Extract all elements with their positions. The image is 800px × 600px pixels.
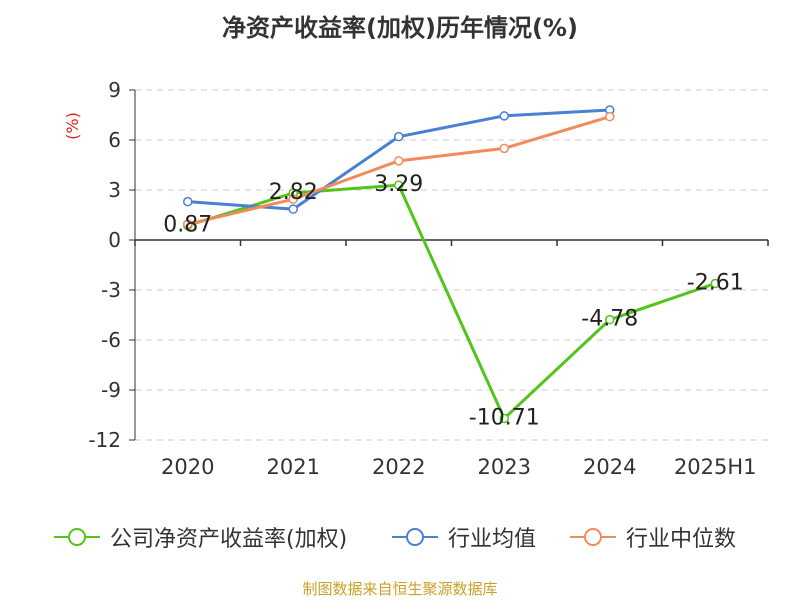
- y-tick-label-6: -9: [101, 378, 121, 402]
- series-1-point-3: [499, 111, 509, 121]
- series-0-point-5: [710, 278, 720, 289]
- legend-item-industry-median[interactable]: 行业中位数: [568, 520, 736, 554]
- y-tick-label-5: -6: [101, 328, 121, 352]
- legend-label-industry-median: 行业中位数: [626, 527, 737, 552]
- series-2-point-2: [394, 156, 404, 166]
- data-label-3: -10.71: [469, 406, 540, 431]
- chart-title: 净资产收益率(加权)历年情况(%): [222, 14, 578, 42]
- x-tick-label-4: 2024: [583, 455, 636, 479]
- y-tick-label-1: 6: [108, 128, 121, 152]
- legend-item-company[interactable]: 公司净资产收益率(加权): [52, 520, 347, 554]
- series-0-point-2: [394, 180, 404, 190]
- series-1-point-0: [183, 196, 193, 207]
- x-tick-label-0: 2020: [161, 455, 214, 479]
- y-tick-label-3: 0: [108, 228, 121, 252]
- series-0-point-3: [499, 413, 509, 424]
- data-label-0: 0.87: [163, 213, 212, 238]
- series-1-point-1: [288, 204, 298, 214]
- series-0-point-4: [605, 314, 615, 325]
- series-2-point-0: [183, 219, 193, 229]
- data-label-2: 3.29: [374, 172, 423, 197]
- series-2-point-3: [499, 143, 509, 154]
- y-tick-label-4: -3: [101, 278, 121, 302]
- source-note: 制图数据来自恒生聚源数据库: [302, 580, 498, 598]
- series-2-point-1: [288, 194, 298, 204]
- series-2-point-4: [605, 111, 615, 122]
- y-axis-label: (%): [63, 112, 82, 140]
- data-label-4: -4.78: [581, 307, 638, 332]
- y-tick-label-7: -12: [88, 428, 121, 452]
- series-line-0: [187, 183, 716, 420]
- legend-item-industry-mean[interactable]: 行业均值: [390, 520, 536, 554]
- data-label-1: 2.82: [269, 180, 318, 205]
- legend-marker-company: [54, 528, 100, 546]
- y-tick-label-2: 3: [108, 178, 121, 202]
- x-tick-label-1: 2021: [267, 455, 320, 479]
- legend-marker-industry-median: [570, 528, 616, 546]
- legend-marker-industry-mean: [392, 528, 438, 546]
- series-1-point-2: [394, 131, 404, 142]
- legend: 公司净资产收益率(加权) 行业均值 行业中位数: [0, 520, 800, 554]
- x-tick-label-3: 2023: [478, 455, 531, 479]
- y-tick-label-0: 9: [108, 78, 121, 102]
- data-label-5: -2.61: [687, 271, 744, 296]
- x-tick-label-5: 2025H1: [674, 455, 757, 479]
- x-tick-label-2: 2022: [372, 455, 425, 479]
- legend-label-industry-mean: 行业均值: [448, 527, 537, 552]
- legend-label-company: 公司净资产收益率(加权): [110, 527, 348, 552]
